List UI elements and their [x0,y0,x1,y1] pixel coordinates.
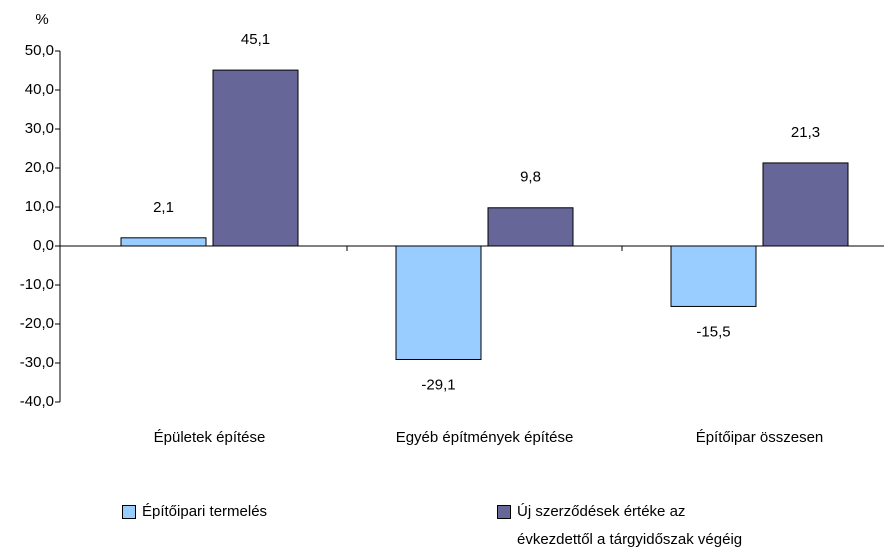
y-axis-label: % [35,11,48,28]
data-label: 2,1 [153,199,174,216]
bar [670,245,757,307]
y-tick-label: 0,0 [33,237,54,254]
y-tick-label: 30,0 [25,120,54,137]
data-label: 21,3 [791,124,820,141]
bar [120,237,207,247]
legend-item: Építőipari termelés [122,498,322,526]
legend-label: Új szerződések értéke az évkezdettől a t… [517,503,743,548]
data-label: -15,5 [696,323,730,340]
bar [212,69,299,247]
data-label: -29,1 [421,376,455,393]
y-tick-label: 50,0 [25,42,54,59]
legend-item: Új szerződések értéke az évkezdettől a t… [497,498,757,550]
y-tick-label: -40,0 [20,393,54,410]
legend-swatch [497,505,511,519]
bar [395,245,482,360]
y-tick-label: -30,0 [20,354,54,371]
y-tick-label: -20,0 [20,315,54,332]
bar [487,207,574,247]
x-tick-label: Egyéb építmények építése [396,429,574,446]
y-tick-label: -10,0 [20,276,54,293]
y-tick-label: 10,0 [25,198,54,215]
data-label: 9,8 [520,169,541,186]
y-tick-label: 20,0 [25,159,54,176]
y-tick-label: 40,0 [25,81,54,98]
x-tick-label: Épületek építése [154,429,266,446]
bar [762,162,849,247]
legend-label: Építőipari termelés [142,503,268,520]
legend-swatch [122,505,136,519]
data-label: 45,1 [241,31,270,48]
x-tick-label: Építőipar összesen [696,429,824,446]
